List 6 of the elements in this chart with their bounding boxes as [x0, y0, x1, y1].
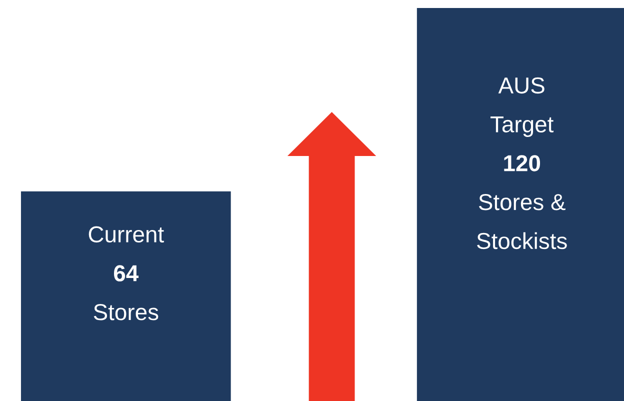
data-label: 64 — [114, 265, 139, 282]
x-tick-label: AUS Target — [490, 77, 554, 137]
annotation: Stores — [94, 304, 158, 320]
data-label: 120 — [504, 155, 540, 172]
annotation: Stores & Stockists — [477, 194, 567, 250]
x-tick-label: Current — [88, 226, 164, 243]
